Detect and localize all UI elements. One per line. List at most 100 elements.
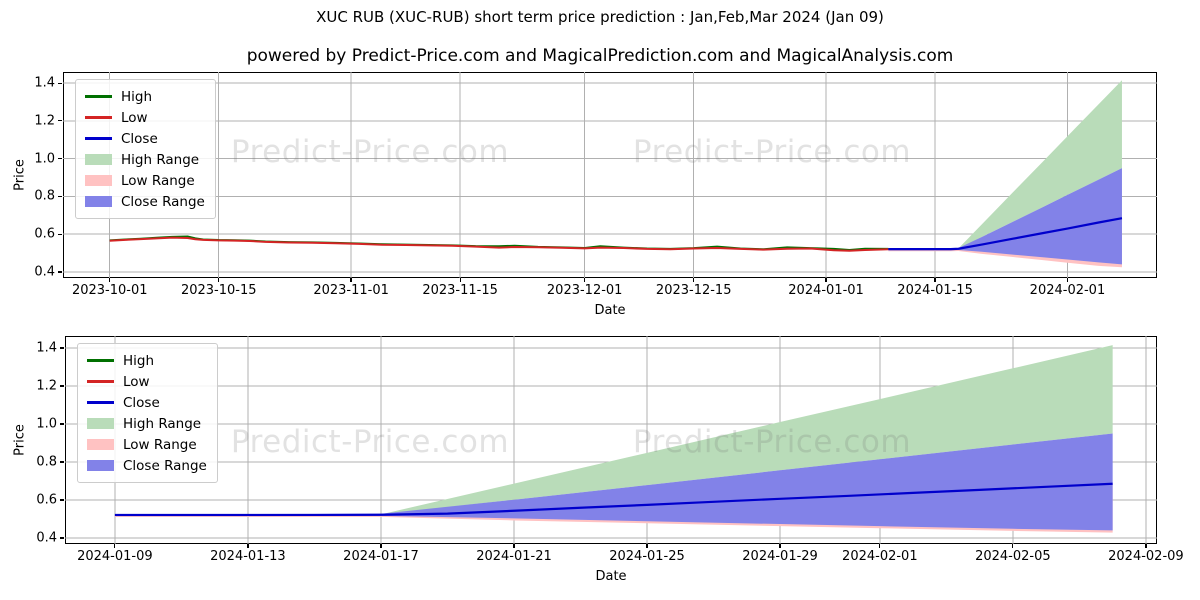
x-tickmark (646, 544, 648, 548)
x-tick-label: 2024-01-15 (897, 283, 973, 298)
legend-item-low-range: Low Range (87, 434, 207, 455)
low-line (109, 236, 889, 252)
legend-label: Close (123, 394, 160, 411)
y-tick-label: 1.4 (34, 75, 55, 91)
legend-item-high: High (85, 86, 205, 107)
x-tick-label: 2023-10-01 (71, 283, 148, 298)
y-tickmark (60, 499, 64, 501)
low-swatch (87, 380, 114, 383)
x-tickmark (825, 278, 827, 282)
legend-item-high-range: High Range (85, 149, 205, 170)
y-tickmark (60, 461, 64, 463)
legend-item-close-range: Close Range (87, 455, 207, 476)
legend-item-close-range: Close Range (85, 191, 205, 212)
x-tickmark (584, 278, 586, 282)
legend-label: Close (121, 130, 158, 147)
legend-item-low-range: Low Range (85, 170, 205, 191)
y-tick-label: 0.4 (36, 530, 57, 546)
x-tick-label: 2024-02-01 (842, 549, 918, 564)
legend-label: Close Range (123, 457, 207, 474)
x-tickmark (114, 544, 116, 548)
close-swatch (87, 401, 114, 404)
y-tickmark (58, 120, 62, 122)
legend-label: Low Range (123, 436, 197, 453)
figure-title: XUC RUB (XUC-RUB) short term price predi… (316, 8, 884, 26)
high-range-swatch (85, 154, 112, 165)
low-range-swatch (85, 175, 112, 186)
low-swatch (85, 116, 112, 119)
top-plot-canvas (63, 72, 1157, 278)
close-line (888, 217, 1123, 251)
close-range-swatch (85, 196, 112, 207)
figure-subtitle: powered by Predict-Price.com and Magical… (246, 46, 954, 66)
x-axis-label: Date (594, 303, 626, 318)
x-tickmark (1066, 278, 1069, 282)
y-tickmark (58, 195, 62, 198)
legend-item-low: Low (87, 371, 207, 392)
x-tick-label: 2024-02-01 (1029, 283, 1106, 298)
legend-label: High Range (123, 415, 202, 432)
high-range-band (958, 80, 1122, 249)
plot-area (65, 336, 1157, 544)
y-tickmark (58, 233, 62, 235)
legend-item-low: Low (85, 107, 205, 128)
x-tickmark (218, 278, 220, 282)
x-tick-label: 2024-01-25 (609, 549, 685, 564)
y-tickmark (58, 158, 62, 160)
x-tickmark (513, 544, 515, 548)
y-tick-label: 1.0 (34, 151, 55, 167)
y-tickmark (60, 423, 64, 425)
high-range-band (380, 345, 1113, 515)
y-tick-label: 0.6 (36, 492, 57, 508)
y-tickmark (58, 271, 62, 273)
legend-label: High (123, 352, 155, 369)
legend-item-close: Close (87, 392, 207, 413)
x-tickmark (934, 278, 936, 282)
y-tick-label: 0.4 (34, 264, 55, 280)
x-tick-label: 2024-02-09 (1108, 549, 1184, 564)
x-tick-label: 2024-01-29 (742, 549, 818, 564)
x-tick-label: 2024-02-05 (975, 549, 1051, 564)
y-tick-label: 1.2 (34, 113, 55, 129)
legend-item-high: High (87, 350, 207, 371)
x-tickmark (693, 278, 695, 282)
x-tickmark (380, 544, 382, 548)
y-tick-label: 1.4 (36, 340, 57, 356)
x-tickmark (1012, 544, 1014, 548)
legend-item-high-range: High Range (87, 413, 207, 434)
y-axis-label: Price (12, 424, 28, 456)
low-range-swatch (87, 439, 114, 450)
x-tickmark (350, 278, 352, 282)
x-tickmark (1145, 544, 1147, 548)
y-tick-label: 1.2 (36, 378, 57, 394)
x-tick-label: 2024-01-01 (788, 283, 864, 298)
x-tick-label: 2023-12-01 (546, 283, 623, 298)
x-tick-label: 2023-11-15 (422, 283, 498, 298)
x-tickmark (109, 278, 111, 282)
legend: High Low Close High Range Low Range Close Ran… (77, 343, 218, 483)
y-tickmark (60, 537, 64, 539)
x-tick-label: 2023-11-01 (313, 283, 389, 298)
y-tickmark (60, 385, 64, 387)
x-tick-label: 2024-01-21 (476, 549, 552, 564)
bottom-plot-canvas (65, 336, 1157, 544)
x-tick-label: 2023-12-15 (655, 283, 732, 298)
close-range-swatch (87, 460, 114, 471)
x-tickmark (779, 544, 781, 548)
y-tickmark (60, 347, 64, 349)
y-tickmark (58, 82, 62, 84)
legend: High Low Close High Range Low Range Close Ran… (75, 79, 216, 219)
x-tick-label: 2024-01-09 (77, 549, 153, 564)
x-tick-label: 2024-01-17 (343, 549, 419, 564)
x-tickmark (879, 544, 881, 548)
y-tick-label: 0.6 (34, 226, 55, 242)
legend-item-close: Close (85, 128, 205, 149)
high-swatch (87, 359, 114, 362)
high-range-swatch (87, 418, 114, 429)
y-tick-label: 0.8 (34, 188, 55, 204)
legend-label: High (121, 88, 153, 105)
legend-label: Low (121, 109, 148, 126)
close-line (114, 482, 1113, 517)
legend-label: Low Range (121, 172, 195, 189)
legend-label: Low (123, 373, 150, 390)
